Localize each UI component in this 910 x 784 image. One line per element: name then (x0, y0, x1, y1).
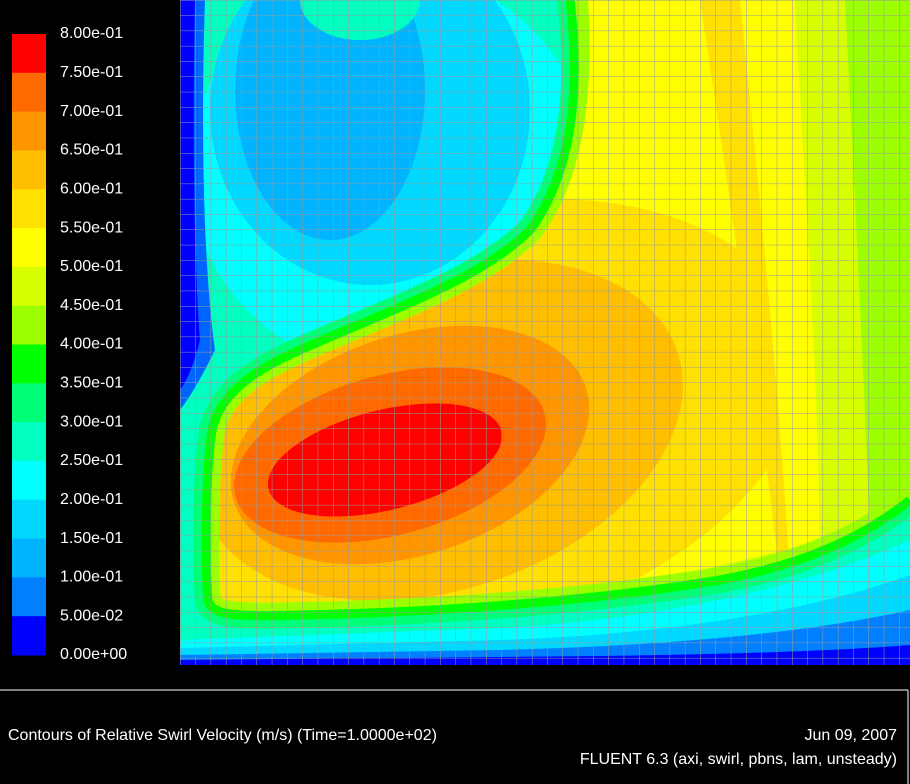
colorbar-band (12, 616, 46, 656)
colorbar-label: 7.00e-01 (60, 103, 123, 120)
colorbar-label: 3.50e-01 (60, 375, 123, 392)
colorbar-band (12, 577, 46, 617)
colorbar-band (12, 266, 46, 307)
colorbar: 8.00e-01 7.50e-01 7.00e-01 6.50e-01 6.00e-01… (12, 25, 127, 663)
colorbar-label: 5.50e-01 (60, 219, 123, 236)
colorbar-label: 8.00e-01 (60, 25, 123, 42)
colorbar-label: 0.00e+00 (60, 646, 127, 663)
footer-title: Contours of Relative Swirl Velocity (m/s… (8, 727, 437, 744)
colorbar-band (12, 72, 46, 113)
colorbar-label: 5.00e-02 (60, 607, 123, 624)
colorbar-band (12, 499, 46, 540)
colorbar-band (12, 460, 46, 501)
colorbar-label: 6.50e-01 (60, 142, 123, 159)
colorbar-label: 1.50e-01 (60, 530, 123, 547)
colorbar-label: 4.00e-01 (60, 336, 123, 353)
colorbar-band (12, 150, 46, 190)
colorbar-label: 1.00e-01 (60, 569, 123, 586)
contour-plot (180, 0, 910, 665)
footer-solver: FLUENT 6.3 (axi, swirl, pbns, lam, unste… (580, 751, 897, 768)
colorbar-band (12, 189, 46, 229)
colorbar-label: 2.00e-01 (60, 491, 123, 508)
colorbar-label: 5.00e-01 (60, 258, 123, 275)
colorbar-band (12, 422, 46, 462)
colorbar-band (12, 111, 46, 151)
colorbar-band (12, 383, 46, 423)
colorbar-band (12, 34, 46, 74)
colorbar-band (12, 305, 46, 345)
colorbar-label: 2.50e-01 (60, 452, 123, 469)
colorbar-band (12, 228, 46, 268)
colorbar-band (12, 344, 46, 384)
colorbar-label: 7.50e-01 (60, 64, 123, 81)
mesh-grid (180, 0, 910, 665)
colorbar-label: 3.00e-01 (60, 413, 123, 430)
colorbar-label: 6.00e-01 (60, 180, 123, 197)
colorbar-label: 4.50e-01 (60, 297, 123, 314)
colorbar-band (12, 538, 46, 578)
footer-date: Jun 09, 2007 (804, 727, 897, 744)
